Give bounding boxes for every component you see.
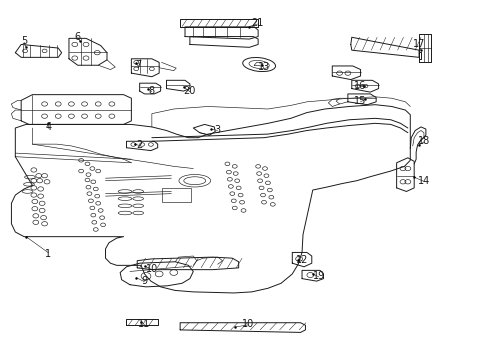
- Text: 12: 12: [295, 255, 307, 265]
- Text: 8: 8: [148, 86, 155, 96]
- Text: 15: 15: [354, 96, 366, 106]
- Text: 5: 5: [21, 36, 27, 46]
- Text: 6: 6: [75, 32, 81, 41]
- Text: 20: 20: [183, 86, 196, 96]
- Text: 13: 13: [257, 62, 269, 72]
- Text: 18: 18: [417, 136, 429, 146]
- Text: 2: 2: [136, 140, 142, 150]
- Text: 11: 11: [138, 319, 150, 329]
- Text: 10: 10: [242, 319, 254, 329]
- Text: 14: 14: [417, 176, 429, 186]
- Text: 9: 9: [141, 276, 147, 286]
- Text: 17: 17: [412, 40, 425, 49]
- Text: 21: 21: [251, 18, 264, 28]
- Text: 1: 1: [45, 248, 51, 258]
- Text: 19: 19: [312, 271, 324, 281]
- Text: 7: 7: [135, 60, 141, 70]
- Text: 10: 10: [145, 264, 158, 274]
- Bar: [161, 188, 190, 202]
- Text: 4: 4: [45, 122, 51, 132]
- Text: 16: 16: [354, 81, 366, 91]
- Text: 3: 3: [214, 125, 220, 135]
